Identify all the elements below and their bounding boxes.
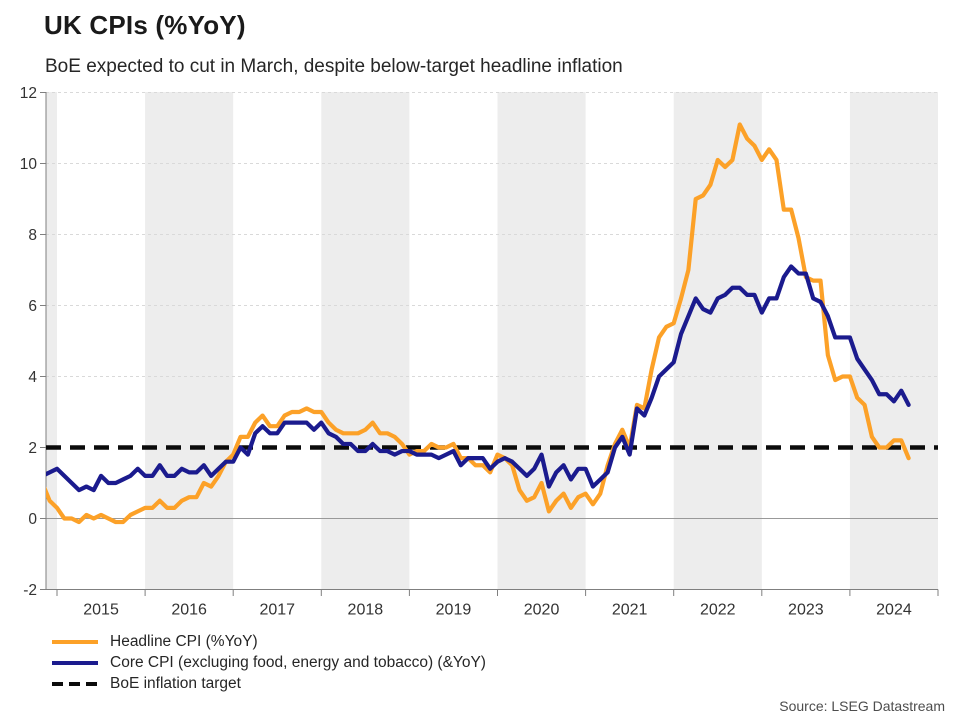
y-tick-label-0: 0 [28,511,37,528]
year-band-2024 [849,92,938,590]
legend-item-headline: Headline CPI (%YoY) [52,631,486,652]
x-tick-label-2018: 2018 [348,602,384,619]
legend-item-target: BoE inflation target [52,673,486,694]
y-tick-label-12: 12 [20,85,37,102]
x-tick-label-2024: 2024 [876,602,912,619]
source-note: Source: LSEG Datastream [779,698,945,714]
y-tick-label--2: -2 [23,582,37,599]
year-band-2022 [673,92,762,590]
x-tick-label-2016: 2016 [171,602,207,619]
y-tick-label-6: 6 [28,298,37,315]
x-tick-label-2017: 2017 [259,602,295,619]
core-line-sample [52,660,98,665]
x-tick-label-2019: 2019 [436,602,472,619]
legend-label-headline: Headline CPI (%YoY) [110,632,258,650]
y-tick-label-2: 2 [28,440,37,457]
headline-cpi-line [46,122,911,525]
core-cpi-line [46,264,911,493]
x-tick-label-2021: 2021 [612,602,648,619]
y-tick-label-10: 10 [20,156,38,173]
year-band-2016 [145,92,234,590]
x-tick-label-2015: 2015 [83,602,119,619]
legend-label-target: BoE inflation target [110,674,241,692]
x-tick-label-2023: 2023 [788,602,824,619]
year-band-2014 [46,92,57,590]
x-tick-label-2020: 2020 [524,602,560,619]
y-tick-label-8: 8 [28,227,37,244]
legend-label-core: Core CPI (excluging food, energy and tob… [110,653,486,671]
y-tick-label-4: 4 [28,369,37,386]
legend: Headline CPI (%YoY) Core CPI (excluging … [52,631,486,694]
year-band-2018 [321,92,410,590]
chart-subtitle: BoE expected to cut in March, despite be… [45,56,623,77]
x-tick-label-2022: 2022 [700,602,736,619]
target-line-sample [52,681,98,686]
headline-line-sample [52,639,98,644]
chart-title: UK CPIs (%YoY) [44,10,246,40]
year-band-2020 [497,92,586,590]
legend-item-core: Core CPI (excluging food, energy and tob… [52,652,486,673]
